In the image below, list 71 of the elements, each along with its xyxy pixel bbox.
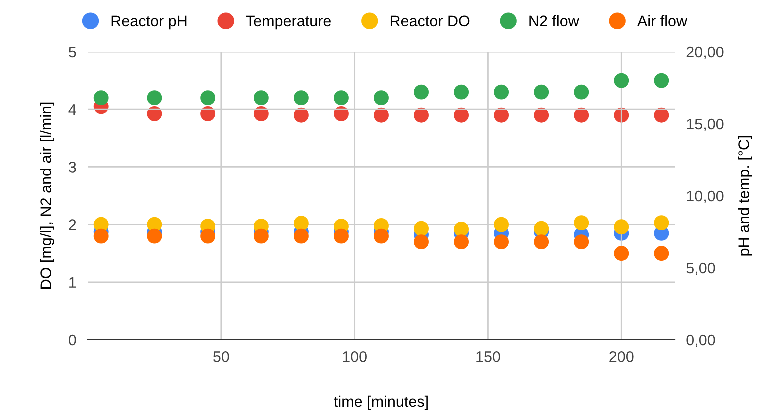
point [574, 108, 590, 123]
point [294, 216, 309, 232]
point [334, 228, 349, 244]
legend-label: Temperature [246, 16, 332, 30]
y-tick-label: 1 [70, 277, 76, 288]
point [534, 84, 550, 100]
legend-label: Reactor DO [390, 16, 470, 27]
y2-tick-label: 5,00 [686, 262, 716, 276]
point [454, 108, 470, 123]
y-tick-label: 5 [69, 47, 76, 58]
point [94, 90, 109, 106]
point [654, 246, 670, 262]
x-axis-title: time [minutes] [334, 396, 428, 410]
y2-axis-title: pH and temp. [°C] [738, 136, 752, 256]
point [574, 234, 590, 250]
point [334, 106, 349, 122]
legend-label: Reactor pH [112, 16, 187, 30]
point [614, 220, 630, 235]
point [254, 90, 269, 106]
point [294, 228, 309, 244]
point [654, 108, 670, 123]
point [94, 228, 109, 244]
point [294, 90, 309, 106]
point [334, 90, 349, 106]
point [574, 216, 590, 231]
point [414, 234, 429, 250]
point [534, 234, 550, 250]
x-tick-label: 50 [214, 352, 230, 362]
y2-tick-label: 15,00 [687, 118, 724, 132]
y2-tick-label: 0,00 [686, 334, 716, 348]
point [494, 108, 510, 123]
legend-label: N2 flow [530, 15, 580, 27]
x-tick-label: 200 [610, 352, 634, 362]
y-tick-label: 3 [68, 162, 76, 173]
point [374, 108, 389, 123]
point [200, 228, 216, 244]
point [494, 84, 510, 100]
point [654, 216, 670, 231]
point [414, 84, 429, 100]
point [200, 90, 216, 106]
point [147, 228, 162, 244]
point [614, 246, 630, 262]
point [574, 84, 590, 100]
point [414, 108, 429, 123]
point [374, 90, 389, 106]
point [534, 221, 550, 236]
x-tick-label: 150 [476, 352, 500, 362]
point [494, 234, 510, 250]
point [454, 234, 470, 250]
y-axis-title: DO [mg/l], N2 and air [l/min] [40, 102, 55, 289]
point [454, 84, 470, 100]
y-tick-label: 4 [68, 104, 76, 116]
y-tick-label: 2 [69, 220, 76, 230]
point [614, 73, 630, 88]
point [147, 90, 162, 106]
point [654, 73, 670, 88]
point [534, 108, 550, 123]
point [254, 106, 269, 122]
point [454, 222, 470, 237]
point [147, 106, 162, 122]
point [200, 106, 216, 122]
x-tick-label: 100 [343, 352, 367, 362]
point [494, 217, 510, 232]
y2-tick-label: 10,00 [687, 190, 724, 204]
point [294, 108, 309, 123]
legend-label: Air flow [637, 15, 688, 27]
point [414, 221, 429, 236]
y-tick-label: 0 [68, 334, 76, 346]
point [254, 228, 269, 244]
point [374, 228, 389, 244]
y2-tick-label: 20,00 [686, 46, 724, 60]
